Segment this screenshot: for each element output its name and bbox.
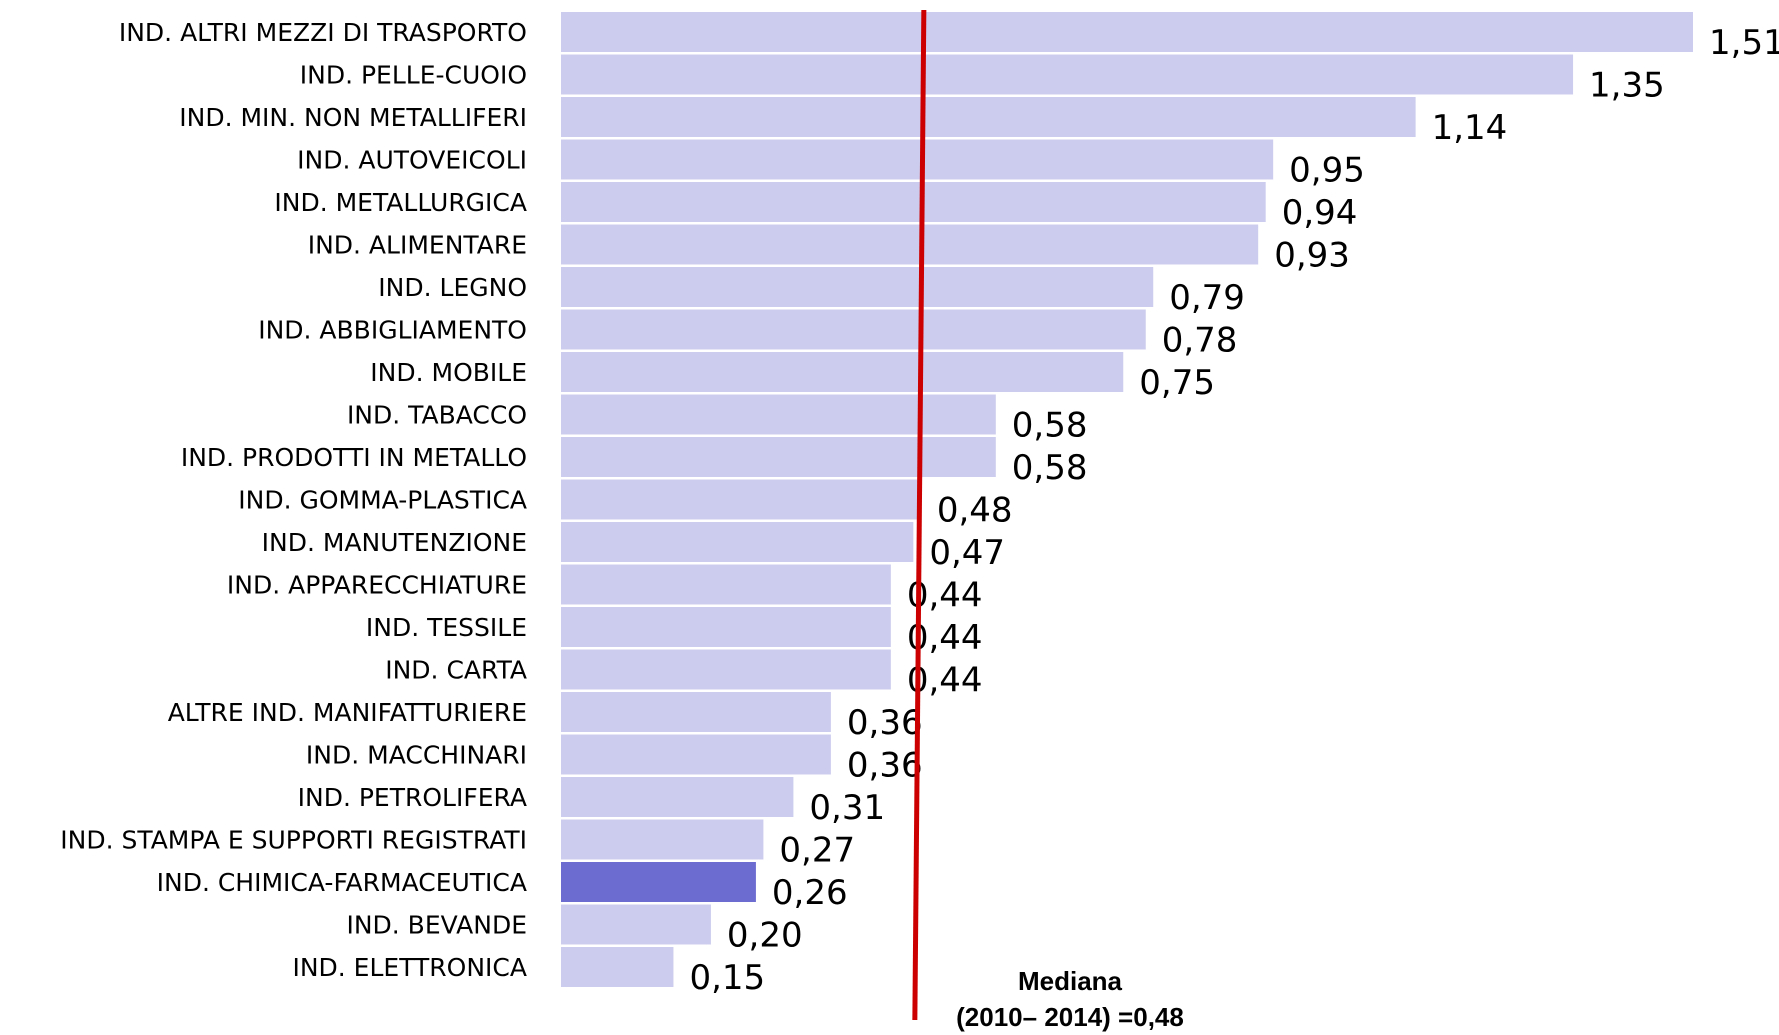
category-label: IND. PELLE-CUOIO	[300, 61, 527, 90]
category-label: IND. LEGNO	[378, 273, 527, 302]
bar	[561, 437, 996, 477]
median-label-title: Mediana	[1018, 966, 1123, 996]
bar	[561, 224, 1259, 265]
category-label: IND. MOBILE	[370, 358, 527, 387]
value-label: 0,79	[1169, 278, 1245, 318]
bar	[561, 904, 711, 945]
bar	[561, 182, 1266, 222]
bar	[561, 607, 891, 647]
value-label: 0,78	[1162, 321, 1238, 361]
value-label: 0,36	[847, 746, 923, 786]
bar	[561, 54, 1574, 95]
value-label: 0,58	[1012, 448, 1088, 488]
bar	[561, 734, 831, 775]
category-label: IND. GOMMA-PLASTICA	[238, 486, 527, 515]
value-label: 0,58	[1012, 406, 1088, 446]
value-label: 0,93	[1274, 236, 1350, 276]
bar	[561, 862, 756, 902]
category-labels: IND. ALTRI MEZZI DI TRASPORTO IND. PELLE-…	[60, 18, 527, 982]
bar	[561, 352, 1124, 392]
value-label: 0,27	[779, 831, 855, 871]
value-labels: 1,51 1,35 1,14 0,950,940,93 0,790,780,75 0,58…	[689, 23, 1779, 998]
bar	[561, 692, 831, 732]
value-label: 0,47	[929, 533, 1005, 573]
bar	[561, 649, 891, 690]
value-label: 0,94	[1282, 193, 1358, 233]
category-label: IND. STAMPA E SUPPORTI REGISTRATI	[60, 826, 527, 855]
category-label: IND. MACCHINARI	[306, 741, 527, 770]
median-label-value: (2010– 2014) =0,48	[956, 1002, 1184, 1032]
category-label: ALTRE IND. MANIFATTURIERE	[168, 698, 527, 727]
median-group: Mediana (2010– 2014) =0,48	[912, 9, 1184, 1032]
category-label: IND. CHIMICA-FARMACEUTICA	[157, 868, 527, 897]
value-label: 0,31	[809, 788, 885, 828]
bar	[561, 947, 674, 987]
bar	[561, 777, 794, 817]
category-label: IND. AUTOVEICOLI	[297, 146, 527, 175]
category-label: IND. MIN. NON METALLIFERI	[179, 103, 527, 132]
bar	[561, 97, 1416, 137]
bar	[561, 819, 764, 860]
category-label: IND. ABBIGLIAMENTO	[258, 316, 527, 345]
category-label: IND. CARTA	[385, 656, 527, 685]
category-label: IND. PETROLIFERA	[298, 783, 527, 812]
value-label: 1,51	[1709, 23, 1779, 63]
bar	[561, 267, 1154, 307]
bar	[561, 394, 996, 435]
bar	[561, 12, 1693, 52]
category-label: IND. ALIMENTARE	[308, 231, 527, 260]
category-label: IND. PRODOTTI IN METALLO	[181, 443, 527, 472]
value-label: 0,15	[689, 958, 765, 998]
category-label: IND. TESSILE	[366, 613, 527, 642]
category-label: IND. MANUTENZIONE	[262, 528, 527, 557]
value-label: 0,26	[772, 873, 848, 913]
bar	[561, 564, 891, 605]
value-label: 0,48	[937, 491, 1013, 531]
bars-layer	[561, 12, 1693, 987]
bar	[561, 522, 914, 562]
category-label: IND. METALLURGICA	[274, 188, 527, 217]
category-label: IND. TABACCO	[347, 401, 527, 430]
median-line	[912, 9, 927, 1021]
category-label: IND. APPARECCHIATURE	[227, 571, 527, 600]
category-label: IND. BEVANDE	[346, 911, 527, 940]
value-label: 1,14	[1432, 108, 1508, 148]
category-label: IND. ALTRI MEZZI DI TRASPORTO	[119, 18, 527, 47]
bar	[561, 309, 1146, 350]
bar	[561, 479, 921, 520]
category-label: IND. ELETTRONICA	[292, 953, 527, 982]
value-label: 0,20	[727, 916, 803, 956]
value-label: 0,95	[1289, 151, 1365, 191]
value-label: 1,35	[1589, 66, 1665, 106]
value-label: 0,36	[847, 703, 923, 743]
bar	[561, 139, 1274, 180]
value-label: 0,75	[1139, 363, 1215, 403]
